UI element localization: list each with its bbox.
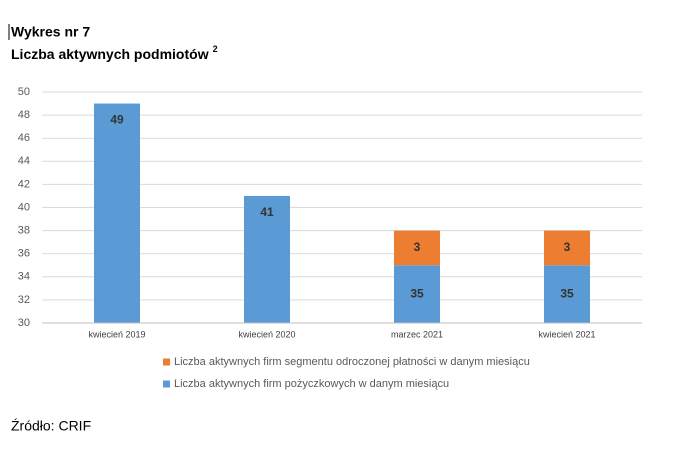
title-footnote: 2 [213, 44, 218, 54]
bar-segment [394, 265, 440, 323]
legend-swatch [163, 358, 170, 366]
y-tick-label: 36 [18, 248, 30, 260]
bar-segment [394, 230, 440, 266]
legend-label: Liczba aktywnych firm segmentu odroczone… [174, 356, 530, 368]
y-tick-label: 34 [18, 271, 30, 283]
data-label: 35 [560, 286, 574, 300]
bar-segment [94, 103, 140, 323]
data-label: 41 [260, 205, 274, 219]
legend-label: Liczba aktywnych firm pożyczkowych w dan… [174, 378, 449, 390]
bar-segment [544, 230, 590, 266]
y-tick-label: 48 [18, 109, 30, 121]
x-tick-label: marzec 2021 [391, 329, 443, 339]
y-tick-label: 38 [18, 225, 30, 237]
y-tick-label: 50 [18, 86, 30, 98]
data-label: 35 [410, 286, 424, 300]
y-tick-label: 46 [18, 132, 30, 144]
data-label: 3 [414, 240, 421, 254]
page-title: Wykres nr 7 [11, 24, 90, 40]
bar-segment [244, 195, 290, 323]
x-tick-label: kwiecień 2019 [88, 329, 145, 339]
y-tick-label: 30 [18, 317, 30, 329]
chart-title: Liczba aktywnych podmiotów 2 [11, 44, 218, 61]
chart-title-text: Liczba aktywnych podmiotów [11, 46, 209, 62]
bar-segment [544, 265, 590, 323]
y-tick-label: 40 [18, 201, 30, 213]
x-tick-label: kwiecień 2020 [238, 329, 295, 339]
y-tick-label: 32 [18, 294, 30, 306]
source: Źródło: CRIF [11, 418, 91, 434]
x-tick-label: kwiecień 2021 [538, 329, 595, 339]
y-tick-label: 44 [18, 155, 30, 167]
y-tick-label: 42 [18, 178, 30, 190]
data-label: 49 [110, 113, 124, 127]
legend-swatch [163, 380, 170, 388]
data-label: 3 [564, 240, 571, 254]
